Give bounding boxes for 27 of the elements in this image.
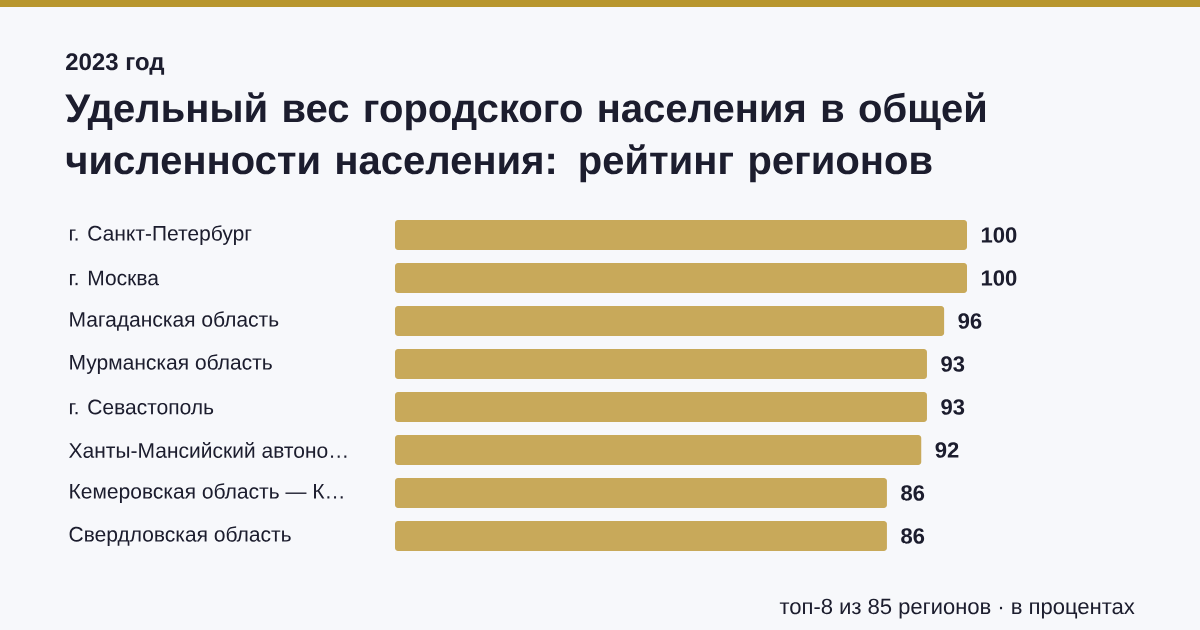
y-tick-label: г. Санкт-Петербург — [69, 225, 252, 245]
chart-title: Удельный вес городского населения в общей численности населения: рейтинг регионов — [65, 92, 986, 183]
y-tick-label: г. Москва — [69, 270, 159, 286]
bar — [395, 263, 967, 294]
bar — [395, 306, 945, 337]
data-label: 86 — [901, 528, 925, 544]
data-label: 100 — [981, 227, 1017, 243]
bar — [395, 435, 922, 466]
data-label: 96 — [958, 313, 982, 329]
data-label: 93 — [941, 356, 965, 372]
y-tick-label: Кемеровская область — К… — [70, 483, 343, 503]
bar — [395, 392, 927, 423]
bar — [395, 220, 967, 251]
bar — [395, 478, 887, 509]
y-tick-label: Магаданская область — [70, 311, 279, 331]
y-tick-label: Мурманская область — [70, 354, 272, 374]
bar — [395, 521, 887, 551]
y-tick-label: Ханты-Мансийский автоно… — [69, 442, 347, 458]
text: топ-8 из 85 регионов · в процентах — [779, 598, 1135, 619]
data-label: 92 — [935, 442, 959, 458]
bar — [395, 349, 927, 380]
y-tick-label: Свердловская область — [69, 526, 291, 546]
data-label: 100 — [981, 270, 1017, 286]
y-tick-label: г. Севастополь — [69, 399, 214, 415]
text: 2023 год — [66, 53, 165, 75]
data-label: 86 — [901, 485, 925, 501]
data-label: 93 — [941, 399, 965, 415]
